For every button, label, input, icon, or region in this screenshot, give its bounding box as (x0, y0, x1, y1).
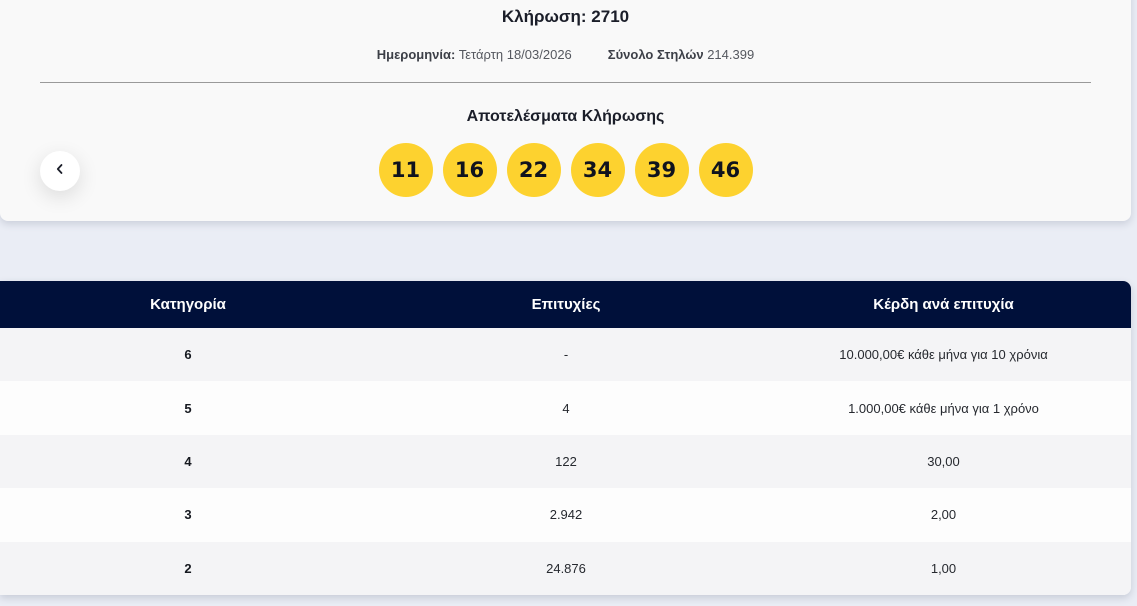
draw-columns: Σύνολο Στηλών 214.399 (608, 47, 754, 62)
columns-value: 214.399 (707, 47, 755, 62)
cell-prize: 2,00 (756, 488, 1131, 542)
number-ball: 11 (378, 143, 433, 197)
cell-category: 2 (0, 541, 376, 595)
cell-category: 4 (0, 434, 376, 489)
cell-prize: 1.000,00€ κάθε μήνα για 1 χρόνο (756, 381, 1131, 435)
draw-meta: Ημερομηνία: Τετάρτη 18/03/2026 Σύνολο Στ… (0, 47, 1131, 62)
columns-label: Σύνολο Στηλών (607, 47, 704, 62)
table-row: 3 2.942 2,00 (0, 488, 1131, 542)
number-ball: 16 (442, 143, 497, 197)
date-label: Ημερομηνία: (376, 47, 456, 62)
number-ball: 34 (570, 143, 625, 197)
cell-winners: - (376, 328, 756, 382)
cell-prize: 10.000,00€ κάθε μήνα για 10 χρόνια (756, 328, 1131, 382)
draw-title: Κλήρωση: 2710 (501, 7, 630, 26)
draw-date: Ημερομηνία: Τετάρτη 18/03/2026 (377, 47, 572, 62)
header-winners: Επιτυχίες (376, 281, 756, 328)
number-ball: 39 (634, 143, 689, 197)
table-row: 6 - 10.000,00€ κάθε μήνα για 10 χρόνια (0, 328, 1131, 382)
results-title: Αποτελέσματα Κλήρωσης (466, 108, 665, 125)
header-prize: Κέρδη ανά επιτυχία (756, 281, 1131, 328)
divider (40, 82, 1091, 83)
cell-winners: 2.942 (376, 488, 756, 542)
number-ball: 46 (698, 143, 753, 197)
header-category: Κατηγορία (0, 281, 376, 328)
winning-numbers: 11 16 22 34 39 46 (0, 143, 1131, 197)
cell-winners: 122 (376, 434, 756, 489)
draw-card: Κλήρωση: 2710 Ημερομηνία: Τετάρτη 18/03/… (0, 0, 1131, 221)
table-header-row: Κατηγορία Επιτυχίες Κέρδη ανά επιτυχία (0, 281, 1131, 328)
table-row: 5 4 1.000,00€ κάθε μήνα για 1 χρόνο (0, 381, 1131, 435)
cell-winners: 4 (376, 381, 756, 435)
cell-category: 6 (0, 328, 376, 382)
number-ball: 22 (506, 143, 561, 197)
cell-prize: 1,00 (756, 541, 1131, 595)
cell-prize: 30,00 (756, 434, 1131, 489)
chevron-left-icon (55, 162, 65, 180)
table-row: 2 24.876 1,00 (0, 541, 1131, 595)
cell-category: 5 (0, 381, 376, 435)
cell-category: 3 (0, 488, 376, 542)
prize-table: Κατηγορία Επιτυχίες Κέρδη ανά επιτυχία 6… (0, 281, 1131, 595)
previous-draw-button[interactable] (40, 151, 80, 191)
date-value: Τετάρτη 18/03/2026 (458, 47, 572, 62)
table-row: 4 122 30,00 (0, 434, 1131, 489)
cell-winners: 24.876 (376, 541, 756, 595)
